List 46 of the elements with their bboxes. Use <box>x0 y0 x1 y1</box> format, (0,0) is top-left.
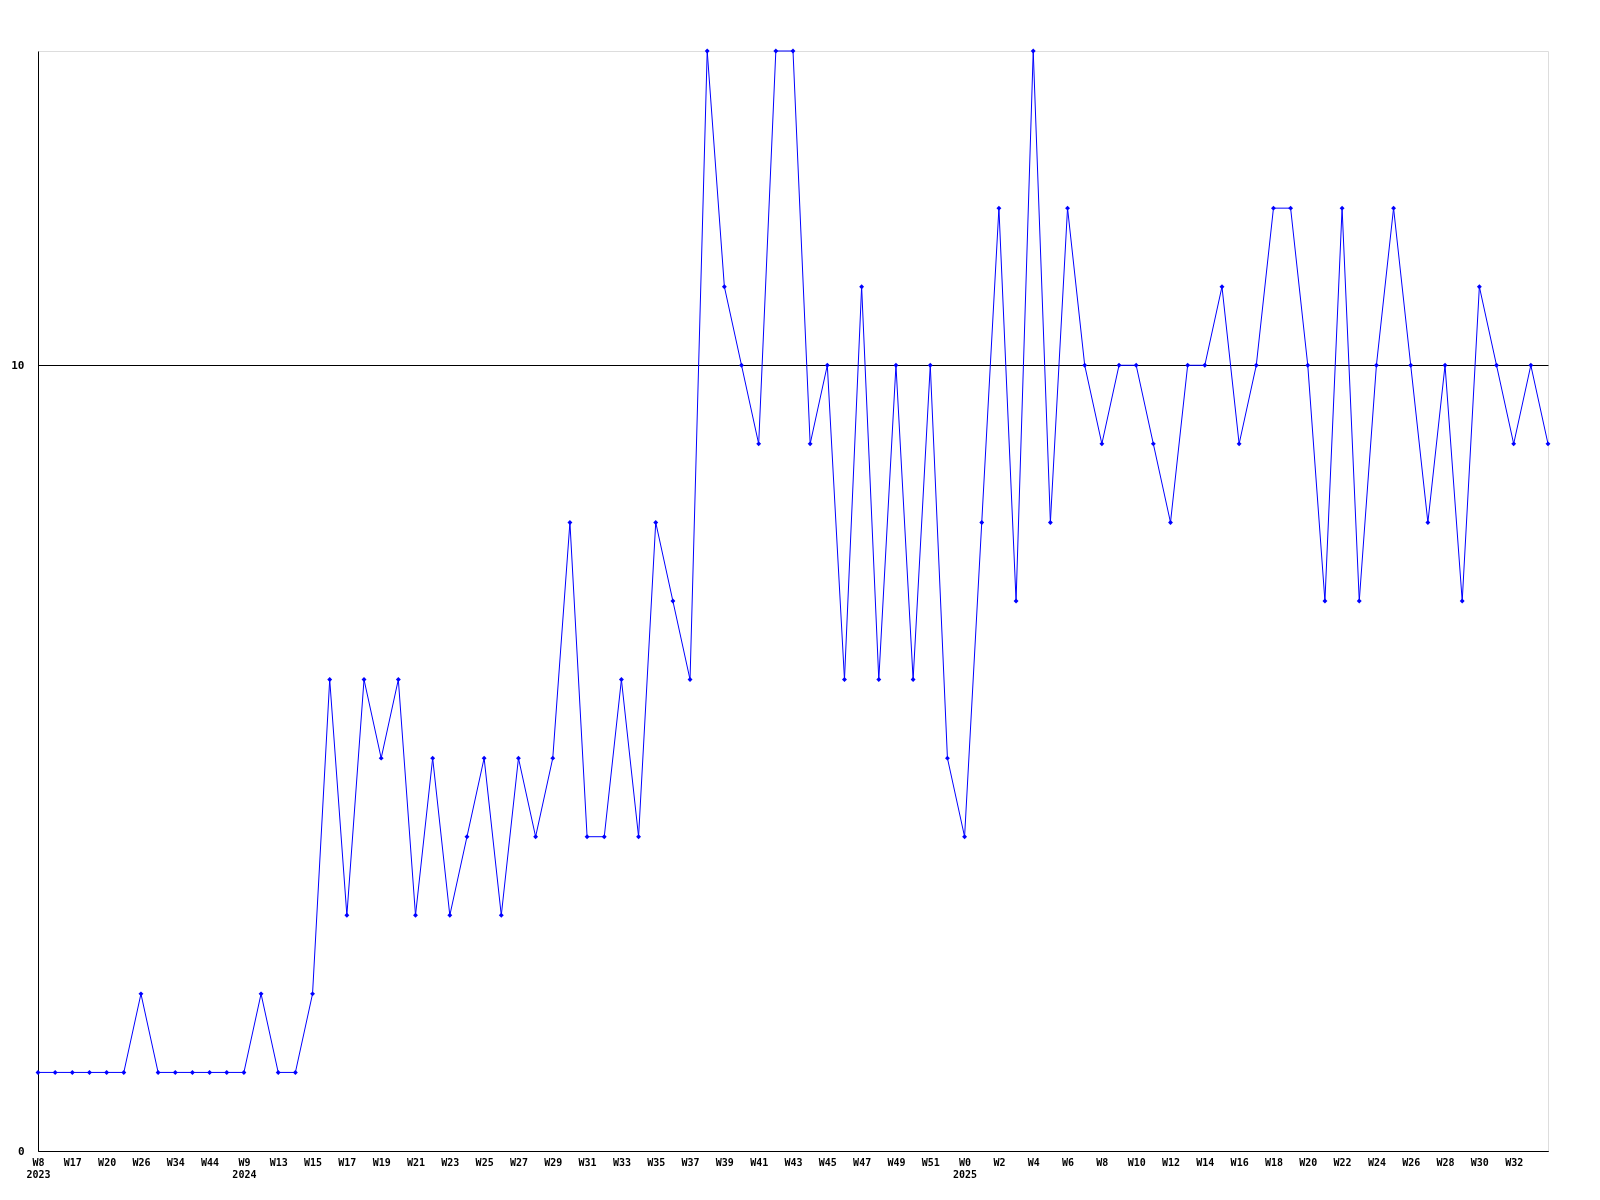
x-tick-label: W12 <box>1161 1156 1181 1168</box>
x-tick-label: W6 <box>1062 1156 1075 1168</box>
x-tick-label: W30 <box>1470 1156 1489 1168</box>
x-tick-label: W39 <box>715 1156 734 1168</box>
x-tick-label: W26 <box>1402 1156 1421 1168</box>
x-tick-label: W24 <box>1367 1156 1386 1168</box>
y-tick-label: 0 <box>17 1144 25 1158</box>
x-tick-label: W35 <box>647 1156 666 1168</box>
x-tick-label: W17 <box>63 1156 82 1168</box>
x-tick-label: W9 2024 <box>232 1156 257 1180</box>
x-tick-label: W47 <box>853 1156 872 1168</box>
x-tick-label: W14 <box>1196 1156 1215 1168</box>
x-tick-label: W43 <box>784 1156 803 1168</box>
x-tick-label: W17 <box>338 1156 357 1168</box>
x-tick-label: W2 <box>993 1156 1006 1168</box>
x-tick-label: W44 <box>201 1156 220 1168</box>
x-tick-label: W41 <box>750 1156 769 1168</box>
x-tick-label: W15 <box>304 1156 323 1168</box>
x-tick-label: W23 <box>441 1156 460 1168</box>
x-tick-label: W49 <box>887 1156 906 1168</box>
x-tick-label: W16 <box>1230 1156 1249 1168</box>
x-tick-label: W21 <box>406 1156 426 1168</box>
x-tick-label: W13 <box>269 1156 288 1168</box>
x-tick-label: W0 2025 <box>953 1156 978 1180</box>
x-tick-label: W4 <box>1027 1156 1040 1168</box>
x-tick-label: W29 <box>544 1156 563 1168</box>
y-tick-label: 10 <box>11 358 25 372</box>
x-tick-label: W10 <box>1127 1156 1146 1168</box>
x-tick-label: W37 <box>681 1156 700 1168</box>
x-tick-label: W32 <box>1505 1156 1524 1168</box>
x-tick-label: W31 <box>578 1156 597 1168</box>
x-tick-label: W22 <box>1333 1156 1352 1168</box>
x-tick-label: W27 <box>509 1156 528 1168</box>
x-tick-label: W20 <box>98 1156 117 1168</box>
x-tick-label: W8 2023 <box>26 1156 51 1180</box>
x-tick-label: W25 <box>475 1156 494 1168</box>
x-tick-label: W28 <box>1436 1156 1455 1168</box>
x-tick-label: W26 <box>132 1156 151 1168</box>
x-tick-label: W45 <box>818 1156 837 1168</box>
x-tick-label: W33 <box>612 1156 631 1168</box>
x-tick-label: W18 <box>1264 1156 1283 1168</box>
x-tick-label: W8 <box>1096 1156 1109 1168</box>
x-tick-label: W19 <box>372 1156 391 1168</box>
x-tick-label: W34 <box>166 1156 185 1168</box>
x-tick-label: W51 <box>921 1156 940 1168</box>
x-tick-label: W20 <box>1299 1156 1318 1168</box>
